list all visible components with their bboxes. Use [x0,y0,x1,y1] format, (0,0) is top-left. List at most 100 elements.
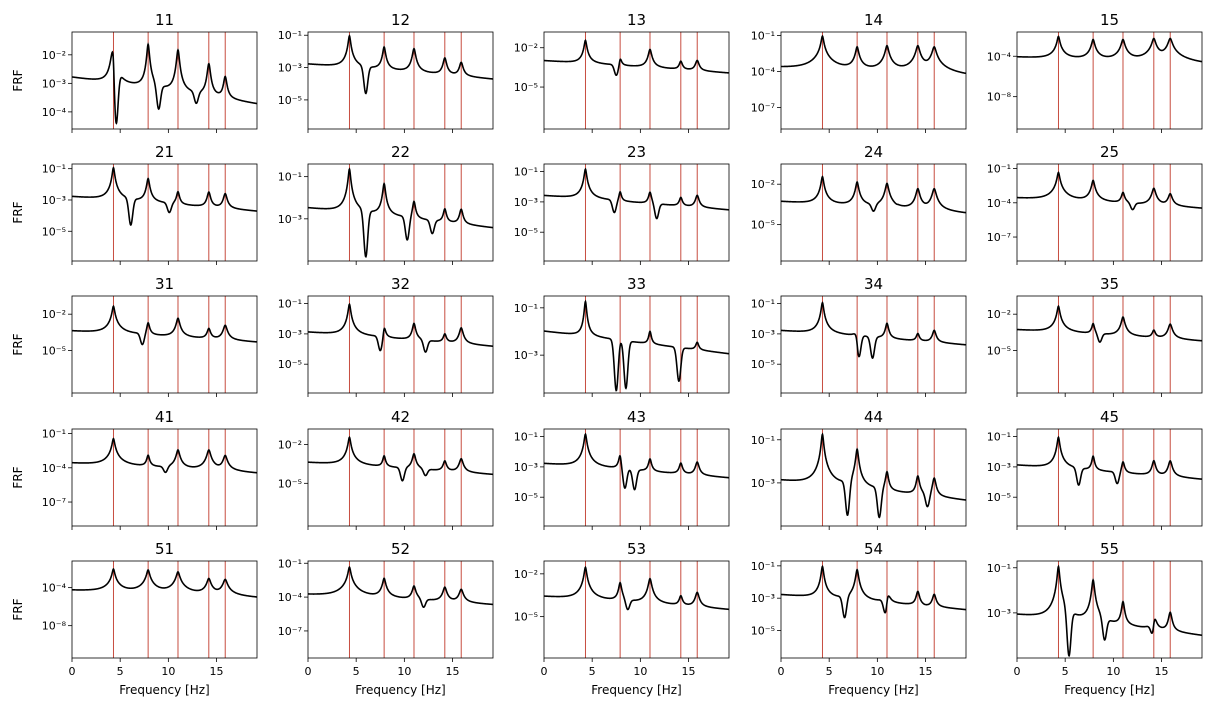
x-tick-label: 15 [919,665,933,678]
y-tick-label: 10⁻¹ [278,557,302,570]
panel-21: 21 10⁻⁵ 10⁻³ 10⁻¹ FRF [11,143,258,265]
y-tick-label: 10⁻² [514,42,538,55]
y-tick-label: 10⁻² [42,49,66,62]
y-tick-label: 10⁻⁴ [42,462,67,475]
y-tick-label: 10⁻⁴ [751,66,776,79]
panel-43: 43 10⁻⁵ 10⁻³ 10⁻¹ [514,408,730,530]
panel-15: 15 10⁻⁸ 10⁻⁴ [987,11,1203,133]
axes-frame [307,31,494,130]
y-tick-label: 10⁻¹ [987,431,1011,444]
panel-title: 24 [864,143,883,161]
panel-title: 11 [155,11,174,29]
y-tick-label: 10⁻³ [987,607,1011,620]
x-tick-label: 15 [446,665,460,678]
panel-31: 31 10⁻⁵ 10⁻² FRF [11,275,258,397]
y-tick-label: 10⁻⁵ [278,358,302,371]
y-tick-label: 10⁻¹ [42,428,66,441]
frf-curve [781,175,966,214]
y-tick-label: 10⁻³ [42,194,66,207]
y-tick-label: 10⁻⁴ [42,106,67,119]
y-tick-label: 10⁻³ [278,328,302,341]
panel-title: 53 [627,540,646,558]
y-axis-label: FRF [11,333,25,355]
x-tick-label: 5 [826,665,833,678]
panel-title: 32 [391,275,410,293]
y-tick-label: 10⁻¹ [278,171,302,184]
frf-curve [72,42,257,125]
y-tick-label: 10⁻³ [987,461,1011,474]
y-tick-label: 10⁻¹ [514,431,538,444]
y-axis-label: FRF [11,598,25,620]
axes-frame [307,560,494,659]
x-tick-label: 15 [682,665,696,678]
y-tick-label: 10⁻³ [514,349,538,362]
x-axis-label: Frequency [Hz] [119,683,210,697]
x-tick-label: 5 [353,665,360,678]
frf-curve [544,39,729,77]
panel-34: 34 10⁻⁵ 10⁻³ 10⁻¹ [751,275,967,397]
frf-curve [72,567,257,598]
axes-frame [780,295,967,394]
axes-frame [780,428,967,527]
frf-curve [308,436,493,482]
x-tick-label: 0 [778,665,785,678]
y-tick-label: 10⁻¹ [751,560,775,573]
panel-title: 31 [155,275,174,293]
y-tick-label: 10⁻⁵ [514,81,538,94]
panel-25: 25 10⁻⁷ 10⁻⁴ 10⁻¹ [987,143,1203,265]
frf-curve [544,299,729,392]
y-tick-label: 10⁻⁸ [987,91,1012,104]
panel-title: 12 [391,11,410,29]
y-tick-label: 10⁻⁵ [278,477,302,490]
panel-title: 14 [864,11,883,29]
panel-title: 22 [391,143,410,161]
x-tick-label: 0 [305,665,312,678]
panel-title: 45 [1100,408,1119,426]
x-axis-label: Frequency [Hz] [591,683,682,697]
panel-title: 33 [627,275,646,293]
x-tick-label: 10 [1106,665,1120,678]
panel-title: 41 [155,408,174,426]
panel-title: 34 [864,275,883,293]
axes-frame [307,428,494,527]
frf-curve [1017,304,1202,343]
x-axis-label: Frequency [Hz] [355,683,446,697]
frf-curve [1017,564,1202,658]
y-tick-label: 10⁻³ [42,77,66,90]
panel-title: 55 [1100,540,1119,558]
panel-44: 44 10⁻³ 10⁻¹ [751,408,967,530]
x-tick-label: 0 [1014,665,1021,678]
x-tick-label: 10 [397,665,411,678]
y-tick-label: 10⁻³ [751,328,775,341]
frf-curve [544,565,729,611]
panel-title: 35 [1100,275,1119,293]
frf-curve [544,432,729,491]
y-tick-label: 10⁻⁵ [987,491,1011,504]
panel-title: 44 [864,408,883,426]
y-tick-label: 10⁻³ [278,62,302,75]
axes-frame [780,560,967,659]
panel-title: 15 [1100,11,1119,29]
y-tick-label: 10⁻³ [751,592,775,605]
y-tick-label: 10⁻¹ [987,562,1011,575]
y-tick-label: 10⁻⁵ [42,225,66,238]
axes-frame [307,163,494,262]
panel-35: 35 10⁻⁵ 10⁻² [987,275,1203,397]
panel-title: 51 [155,540,174,558]
axes-frame [1016,163,1203,262]
frf-curve [308,302,493,353]
axes-frame [543,295,730,394]
y-tick-label: 10⁻⁵ [278,94,302,107]
axes-frame [543,560,730,659]
y-tick-label: 10⁻² [987,308,1011,321]
frf-curve [308,167,493,259]
panel-title: 21 [155,143,174,161]
panel-12: 12 10⁻⁵ 10⁻³ 10⁻¹ [278,11,494,133]
frf-curve [1017,171,1202,211]
x-tick-label: 5 [117,665,124,678]
y-tick-label: 10⁻¹ [514,302,538,315]
axes-frame [780,31,967,130]
